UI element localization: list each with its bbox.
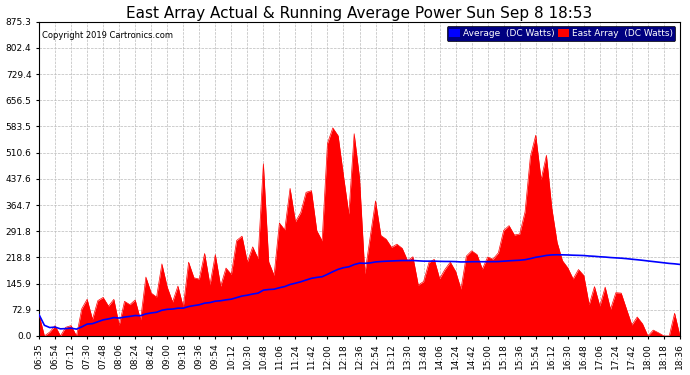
Legend: Average  (DC Watts), East Array  (DC Watts): Average (DC Watts), East Array (DC Watts…: [446, 26, 676, 40]
Text: Copyright 2019 Cartronics.com: Copyright 2019 Cartronics.com: [42, 31, 173, 40]
Title: East Array Actual & Running Average Power Sun Sep 8 18:53: East Array Actual & Running Average Powe…: [126, 6, 593, 21]
